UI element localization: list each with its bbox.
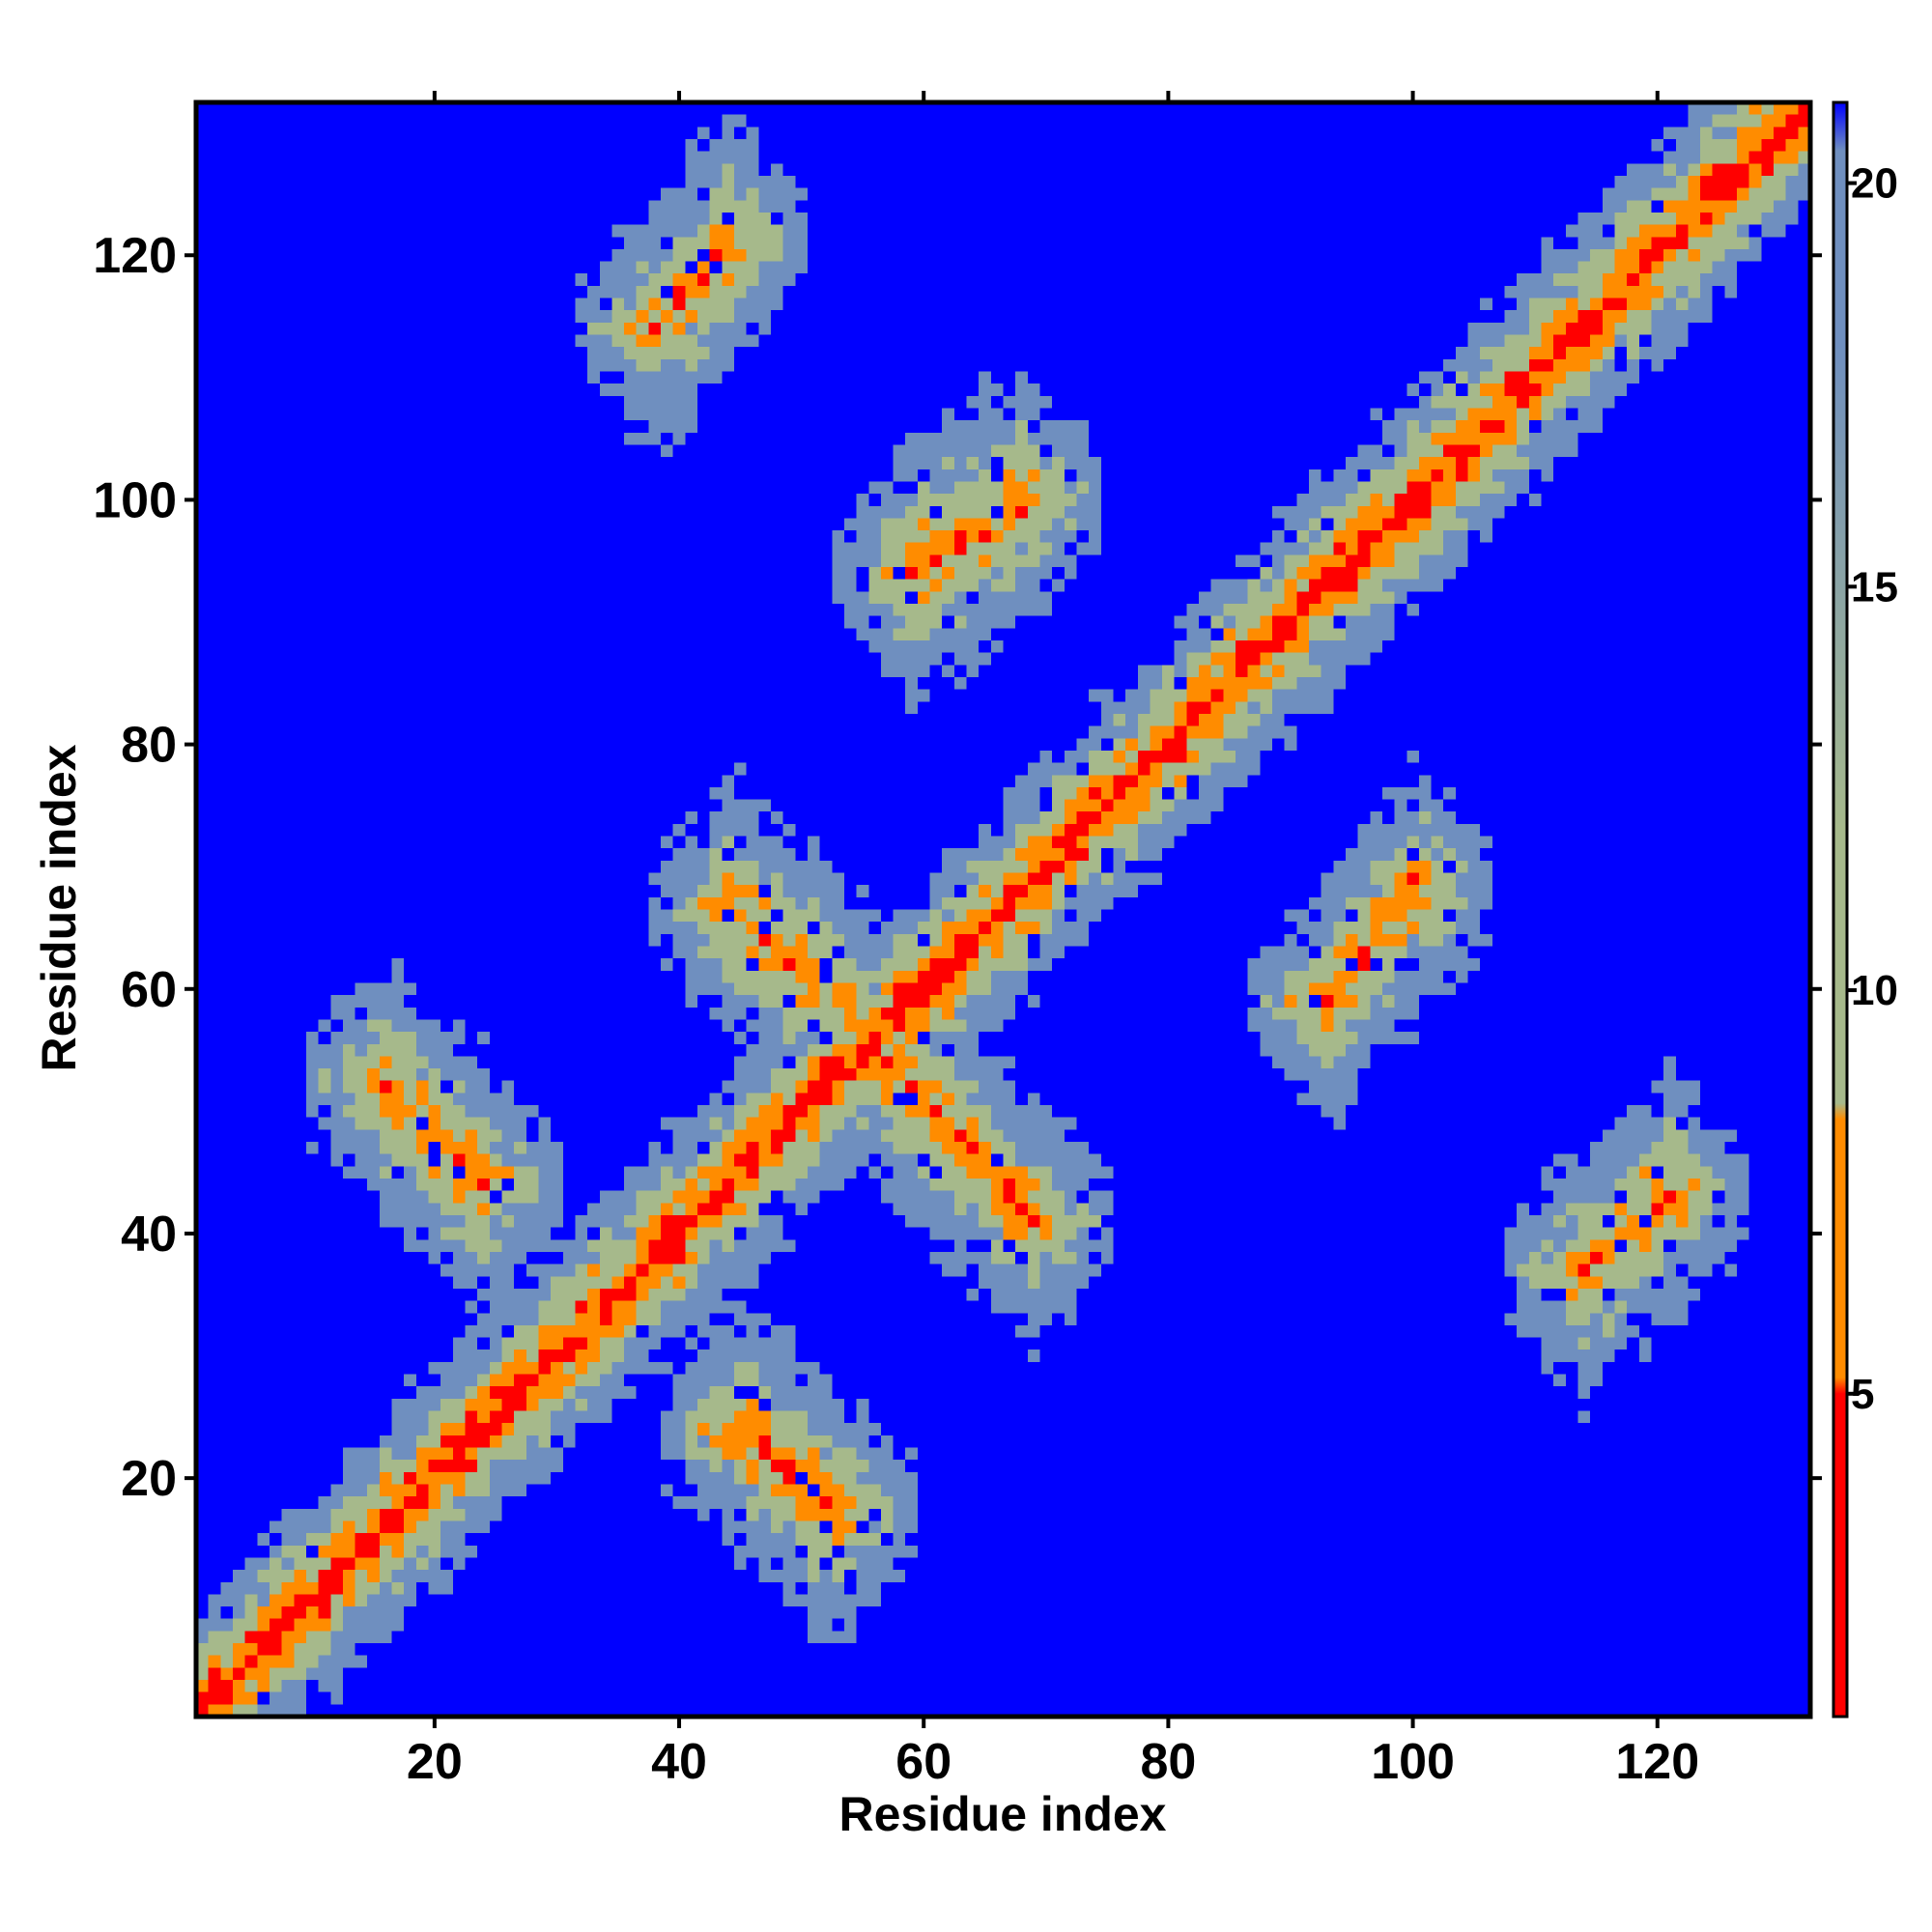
- x-tick-label: 120: [1615, 1734, 1699, 1790]
- colorbar-tick-label: 15: [1851, 563, 1898, 611]
- x-tick-label: 20: [407, 1734, 463, 1790]
- colorbar-tick-label: 20: [1851, 160, 1898, 208]
- y-tick-label: 60: [121, 962, 177, 1018]
- colorbar-tick-label: 5: [1851, 1371, 1874, 1418]
- x-axis-title: Residue index: [839, 1787, 1167, 1841]
- y-tick-label: 80: [121, 718, 177, 774]
- y-tick-label: 100: [93, 472, 177, 528]
- y-axis-title: Residue index: [32, 744, 86, 1071]
- plot-frame: [193, 99, 1813, 1719]
- x-tick-label: 100: [1371, 1734, 1455, 1790]
- y-tick-label: 40: [121, 1207, 177, 1263]
- colorbar: [1832, 100, 1849, 1719]
- x-tick-label: 40: [651, 1734, 707, 1790]
- x-tick-label: 60: [895, 1734, 952, 1790]
- colorbar-tick-label: 10: [1851, 967, 1898, 1014]
- y-tick-label: 20: [121, 1451, 177, 1507]
- y-tick-label: 120: [93, 228, 177, 284]
- heatmap-grid: [196, 102, 1810, 1717]
- x-tick-label: 80: [1140, 1734, 1196, 1790]
